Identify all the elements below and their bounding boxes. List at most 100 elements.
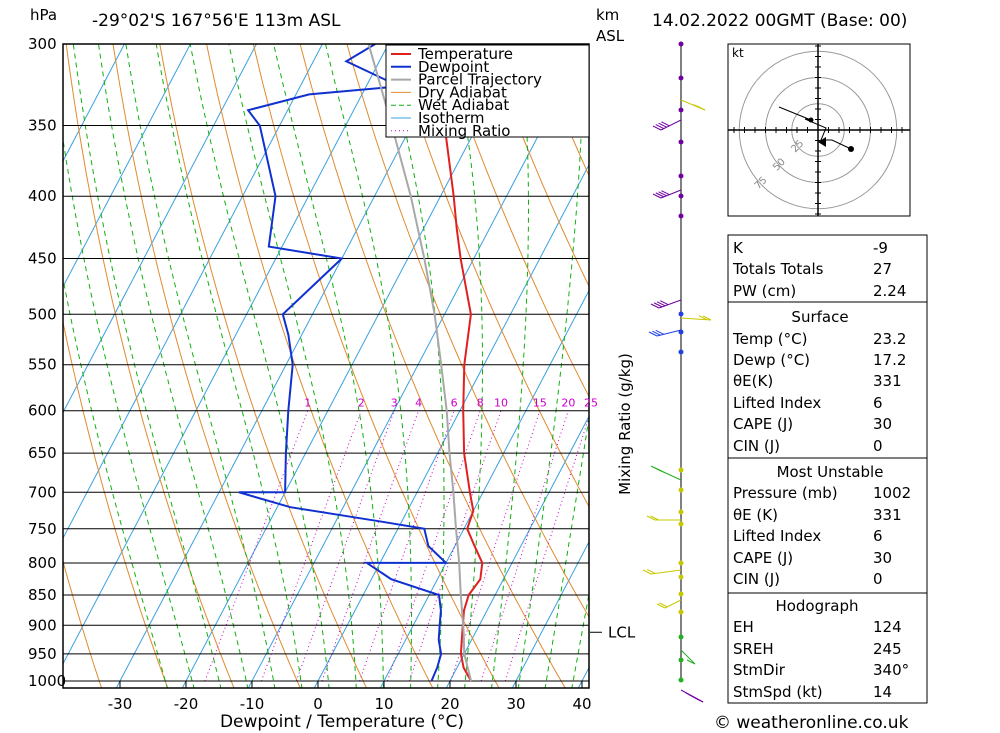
pressure-tick-label: 1000 bbox=[28, 672, 66, 690]
mu-theta-label: θE (K) bbox=[733, 506, 778, 524]
mixing-ratio-label: 15 bbox=[533, 397, 547, 410]
x-axis-label: Dewpoint / Temperature (°C) bbox=[220, 712, 464, 732]
wind-barb-feather bbox=[685, 692, 694, 698]
wet-adiabat-line bbox=[544, 415, 589, 688]
mixing-ratio-label: 25 bbox=[584, 397, 598, 410]
hodograph-point bbox=[808, 117, 814, 123]
mixing-ratio-line bbox=[260, 410, 362, 682]
legend-entry: Isotherm bbox=[418, 109, 485, 127]
temperature-tick-label: 10 bbox=[374, 695, 393, 713]
wind-level-dot bbox=[678, 107, 684, 113]
pressure-tick-label: 900 bbox=[28, 616, 57, 634]
dry-adiabat-line bbox=[486, 44, 589, 288]
hodograph-unit: kt bbox=[732, 46, 744, 60]
wind-level-dot bbox=[678, 657, 684, 663]
wind-barb bbox=[660, 119, 682, 131]
pressure-tick-label: 800 bbox=[28, 554, 57, 572]
wind-barb-feather bbox=[650, 303, 660, 309]
mixing-ratio-line bbox=[386, 410, 481, 682]
pressure-tick-label: 650 bbox=[28, 444, 57, 462]
wind-level-dot bbox=[678, 193, 684, 199]
pw-value: 2.24 bbox=[873, 282, 906, 300]
wind-level-dot bbox=[678, 574, 684, 580]
wet-adiabat-line bbox=[189, 44, 330, 688]
pressure-tick-label: 500 bbox=[28, 305, 57, 323]
mixing-ratio-label: 1 bbox=[304, 397, 311, 410]
surface-cape-value: 30 bbox=[873, 415, 892, 433]
isotherm-line bbox=[63, 44, 389, 665]
isotherm-line bbox=[63, 44, 323, 540]
legend-entry: Parcel Trajectory bbox=[418, 71, 542, 89]
wind-level-dot bbox=[678, 521, 684, 527]
wind-barb-feather bbox=[642, 569, 652, 575]
isotherm-line bbox=[511, 540, 589, 688]
wind-barb bbox=[650, 569, 682, 575]
wind-barb-feather bbox=[693, 104, 702, 110]
wind-level-dot bbox=[678, 75, 684, 81]
wet-adiabat-line bbox=[72, 44, 222, 688]
dry-adiabat-line bbox=[63, 559, 103, 688]
wind-barb-feather bbox=[656, 468, 666, 474]
location-title: -29°02'S 167°56'E 113m ASL bbox=[92, 11, 341, 31]
wet-adiabat-line bbox=[63, 136, 195, 688]
mu-cape-label: CAPE (J) bbox=[733, 549, 793, 567]
series-line-parcel-trajectory bbox=[367, 44, 473, 682]
wind-barb-feather bbox=[659, 602, 668, 608]
temperature-tick-label: 20 bbox=[440, 695, 459, 713]
wind-barb-feather bbox=[702, 315, 712, 321]
mixing-ratio-label: 6 bbox=[451, 397, 458, 410]
temperature-tick-label: -10 bbox=[240, 695, 265, 713]
wet-adiabat-line bbox=[273, 44, 384, 688]
wind-barb-feather bbox=[652, 125, 662, 131]
stmspd-value: 14 bbox=[873, 683, 892, 701]
wind-level-dot bbox=[678, 213, 684, 219]
stmspd-label: StmSpd (kt) bbox=[733, 683, 823, 701]
dry-adiabat-line bbox=[252, 44, 500, 688]
temperature-tick-label: -30 bbox=[108, 695, 133, 713]
wind-barb-feather bbox=[646, 568, 656, 574]
wind-barb bbox=[664, 599, 682, 609]
sreh-label: SREH bbox=[733, 640, 774, 658]
temperature-tick-label: 30 bbox=[506, 695, 525, 713]
wind-barb-feather bbox=[652, 330, 661, 336]
wind-level-dot bbox=[678, 349, 684, 355]
hodograph-point bbox=[848, 146, 854, 152]
wind-profile bbox=[642, 41, 712, 703]
surface-temp-label: Temp (°C) bbox=[732, 330, 807, 348]
wind-barb bbox=[656, 329, 682, 337]
pw-label: PW (cm) bbox=[733, 282, 796, 300]
surface-theta-label: θE(K) bbox=[733, 372, 773, 390]
surface-cape-label: CAPE (J) bbox=[733, 415, 793, 433]
wet-adiabat-line bbox=[97, 44, 249, 688]
mixing-ratio-label: 3 bbox=[391, 397, 398, 410]
pressure-tick-label: 700 bbox=[28, 483, 57, 501]
wind-barb-feather bbox=[658, 191, 667, 197]
mu-pressure-label: Pressure (mb) bbox=[733, 484, 838, 502]
wind-barb-feather bbox=[656, 301, 666, 307]
stmdir-label: StmDir bbox=[733, 661, 786, 679]
isobars bbox=[63, 43, 589, 689]
wet-adiabat-line bbox=[491, 44, 529, 688]
temperature-tick-labels: -30 -20 -10 0 10 20 30 40 bbox=[108, 681, 592, 713]
legend-entry: Dry Adiabat bbox=[418, 83, 507, 101]
wind-barb-feather bbox=[661, 190, 670, 196]
surface-title: Surface bbox=[791, 308, 848, 326]
dry-adiabat-line bbox=[346, 44, 589, 618]
mixing-ratio-label: 8 bbox=[477, 397, 484, 410]
wet-adiabat-line bbox=[125, 44, 276, 688]
indices-table: K -9 Totals Totals 27 PW (cm) 2.24 Surfa… bbox=[727, 234, 928, 704]
wind-barb bbox=[680, 649, 696, 665]
legend-entry: Dewpoint bbox=[418, 58, 489, 76]
isotherm-line bbox=[445, 415, 589, 688]
mixing-ratio-label: 2 bbox=[358, 397, 365, 410]
temperature-tick-label: -20 bbox=[174, 695, 199, 713]
wind-barb bbox=[660, 189, 682, 199]
pressure-tick-label: 350 bbox=[28, 117, 57, 135]
mu-li-value: 6 bbox=[873, 527, 883, 545]
surface-cin-value: 0 bbox=[873, 437, 883, 455]
hodograph-title: Hodograph bbox=[775, 597, 858, 615]
wind-barb-feather bbox=[655, 192, 665, 198]
surface-dewp-label: Dewp (°C) bbox=[733, 351, 810, 369]
series-line-temperature bbox=[427, 44, 484, 682]
